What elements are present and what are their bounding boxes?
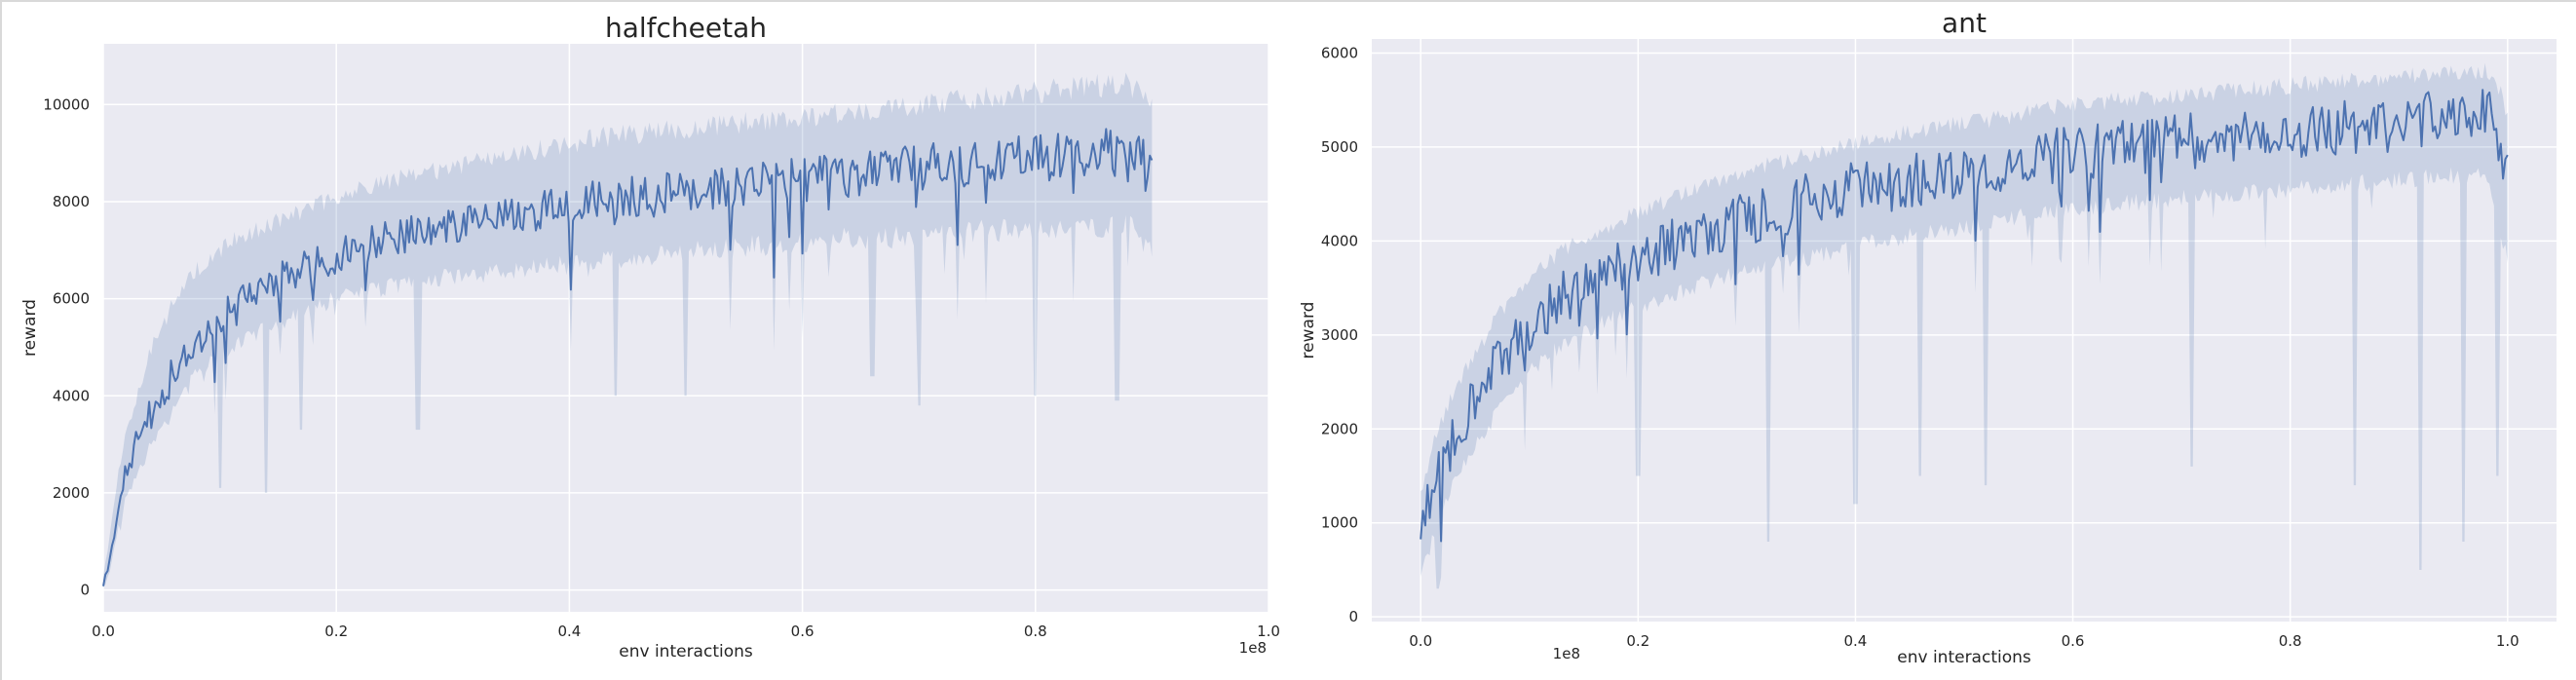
- x-tick-label: 1.0: [1257, 623, 1280, 640]
- plot-area: [1372, 39, 2557, 622]
- y-axis-label: reward: [20, 299, 40, 357]
- x-tick-label: 0.6: [791, 623, 814, 640]
- chart-title: ant: [1942, 7, 1987, 39]
- x-tick-label: 0.2: [1626, 632, 1649, 650]
- halfcheetah-chart: 0.0 0.2 0.4 0.6 0.8 1.0 0 2000 4000 6000 8000 10000…: [20, 12, 1280, 661]
- ant-chart: 0.0 0.2 0.4 0.6 0.8 1.0 0 1000 2000 3000 4000 5000 6…: [1299, 7, 2557, 667]
- x-tick-label: 0.4: [557, 623, 581, 640]
- x-tick-label: 0.8: [2279, 632, 2302, 650]
- y-tick-label: 0: [80, 582, 90, 599]
- y-tick-label: 5000: [1321, 138, 1358, 156]
- x-tick-label: 0.6: [2062, 632, 2085, 650]
- y-tick-label: 4000: [53, 387, 90, 404]
- plot-area: [103, 44, 1269, 612]
- y-tick-label: 1000: [1321, 514, 1358, 532]
- y-tick-label: 4000: [1321, 232, 1358, 249]
- mean-reward-line: [102, 128, 1154, 586]
- x-tick-label: 0.2: [324, 623, 348, 640]
- y-tick-label: 3000: [1321, 326, 1358, 344]
- x-offset-label: 1e8: [1553, 645, 1580, 662]
- confidence-band: [103, 72, 1153, 588]
- x-tick-label: 1.0: [2496, 632, 2519, 650]
- x-tick-label: 0.8: [1024, 623, 1047, 640]
- y-tick-label: 2000: [53, 484, 90, 502]
- x-axis-label: env interactions: [619, 642, 753, 661]
- y-tick-label: 8000: [53, 193, 90, 210]
- x-offset-label: 1e8: [1239, 639, 1267, 657]
- x-tick-label: 0.0: [92, 623, 115, 640]
- y-tick-label: 0: [1348, 608, 1358, 625]
- y-tick-label: 2000: [1321, 420, 1358, 437]
- chart-title: halfcheetah: [605, 12, 767, 44]
- x-tick-label: 0.4: [1844, 632, 1868, 650]
- y-tick-label: 6000: [1321, 44, 1358, 61]
- y-tick-label: 6000: [53, 290, 90, 308]
- x-axis-label: env interactions: [1897, 648, 2031, 667]
- y-tick-label: 10000: [43, 95, 90, 113]
- confidence-band: [1421, 62, 2508, 589]
- y-axis-label: reward: [1299, 302, 1318, 359]
- mean-reward-line: [1420, 89, 2509, 543]
- figure-top-border: [0, 0, 2576, 2]
- x-tick-label: 0.0: [1409, 632, 1432, 650]
- figure-left-border: [0, 0, 2, 680]
